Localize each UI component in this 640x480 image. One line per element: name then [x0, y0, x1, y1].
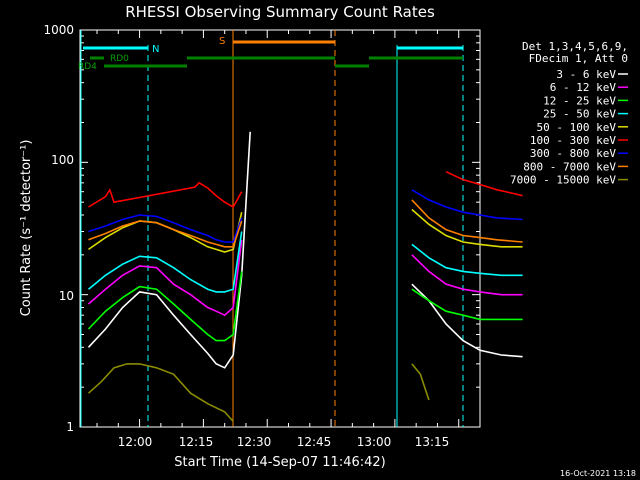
series-layer [87, 131, 523, 423]
y-tick-label-1000: 1000 [43, 23, 74, 37]
series-line-3 [87, 271, 523, 342]
series-line-4 [87, 231, 523, 293]
x-tick-label-1300: 13:00 [357, 435, 392, 449]
y-axis-label: Count Rate (s⁻¹ detector⁻¹) [19, 140, 34, 317]
footer-date: 16-Oct-2021 13:18 [560, 469, 636, 478]
x-tick-label-1315: 13:15 [415, 435, 450, 449]
legend: Det 1,3,4,5,6,9,FDecim 1, Att 0 3 - 6 keV… [510, 40, 628, 187]
legend-label: 12 - 25 keV [543, 94, 616, 107]
y-axis: 1 10 100 1000 [43, 23, 74, 434]
legend-label: 6 - 12 keV [550, 81, 617, 94]
legend-label: 25 - 50 keV [543, 108, 616, 121]
night-flag-label: N [152, 44, 159, 55]
x-tick-label-1200: 12:00 [118, 435, 153, 449]
series-line-5 [88, 208, 523, 253]
series-line-6 [88, 170, 523, 209]
flag-markers: N S RD0 RD4 [78, 30, 464, 427]
x-axis-label: Start Time (14-Sep-07 11:46:42) [174, 455, 385, 470]
plot-frame [79, 29, 481, 428]
rd0-flag-label: RD0 [110, 54, 129, 64]
series-line-9 [87, 363, 430, 423]
series-line-8 [88, 199, 523, 248]
series-line-1 [87, 131, 523, 369]
tick-marks [80, 29, 481, 428]
y-tick-label-100: 100 [51, 153, 74, 167]
y-tick-label-10: 10 [59, 289, 74, 303]
legend-label: 7000 - 15000 keV [510, 174, 616, 187]
x-tick-label-1245: 12:45 [297, 435, 332, 449]
legend-label: 800 - 7000 keV [523, 160, 616, 173]
y-tick-label-1: 1 [66, 420, 74, 434]
legend-label: 100 - 300 keV [530, 134, 616, 147]
x-axis: 12:00 12:15 12:30 12:45 13:00 13:15 [118, 435, 450, 449]
legend-label: 3 - 6 keV [556, 68, 616, 81]
legend-header-line: Det 1,3,4,5,6,9, [522, 40, 628, 53]
x-tick-label-1230: 12:30 [237, 435, 272, 449]
series-line-7 [88, 189, 523, 243]
legend-header-line: FDecim 1, Att 0 [529, 52, 628, 65]
saa-flag-label: S [219, 36, 225, 47]
legend-label: 50 - 100 keV [537, 121, 617, 134]
chart-title: RHESSI Observing Summary Count Rates [125, 3, 435, 21]
legend-label: 300 - 800 keV [530, 147, 616, 160]
series-line-2 [87, 239, 523, 317]
rd4-flag-label: RD4 [78, 62, 97, 72]
x-tick-label-1215: 12:15 [179, 435, 214, 449]
